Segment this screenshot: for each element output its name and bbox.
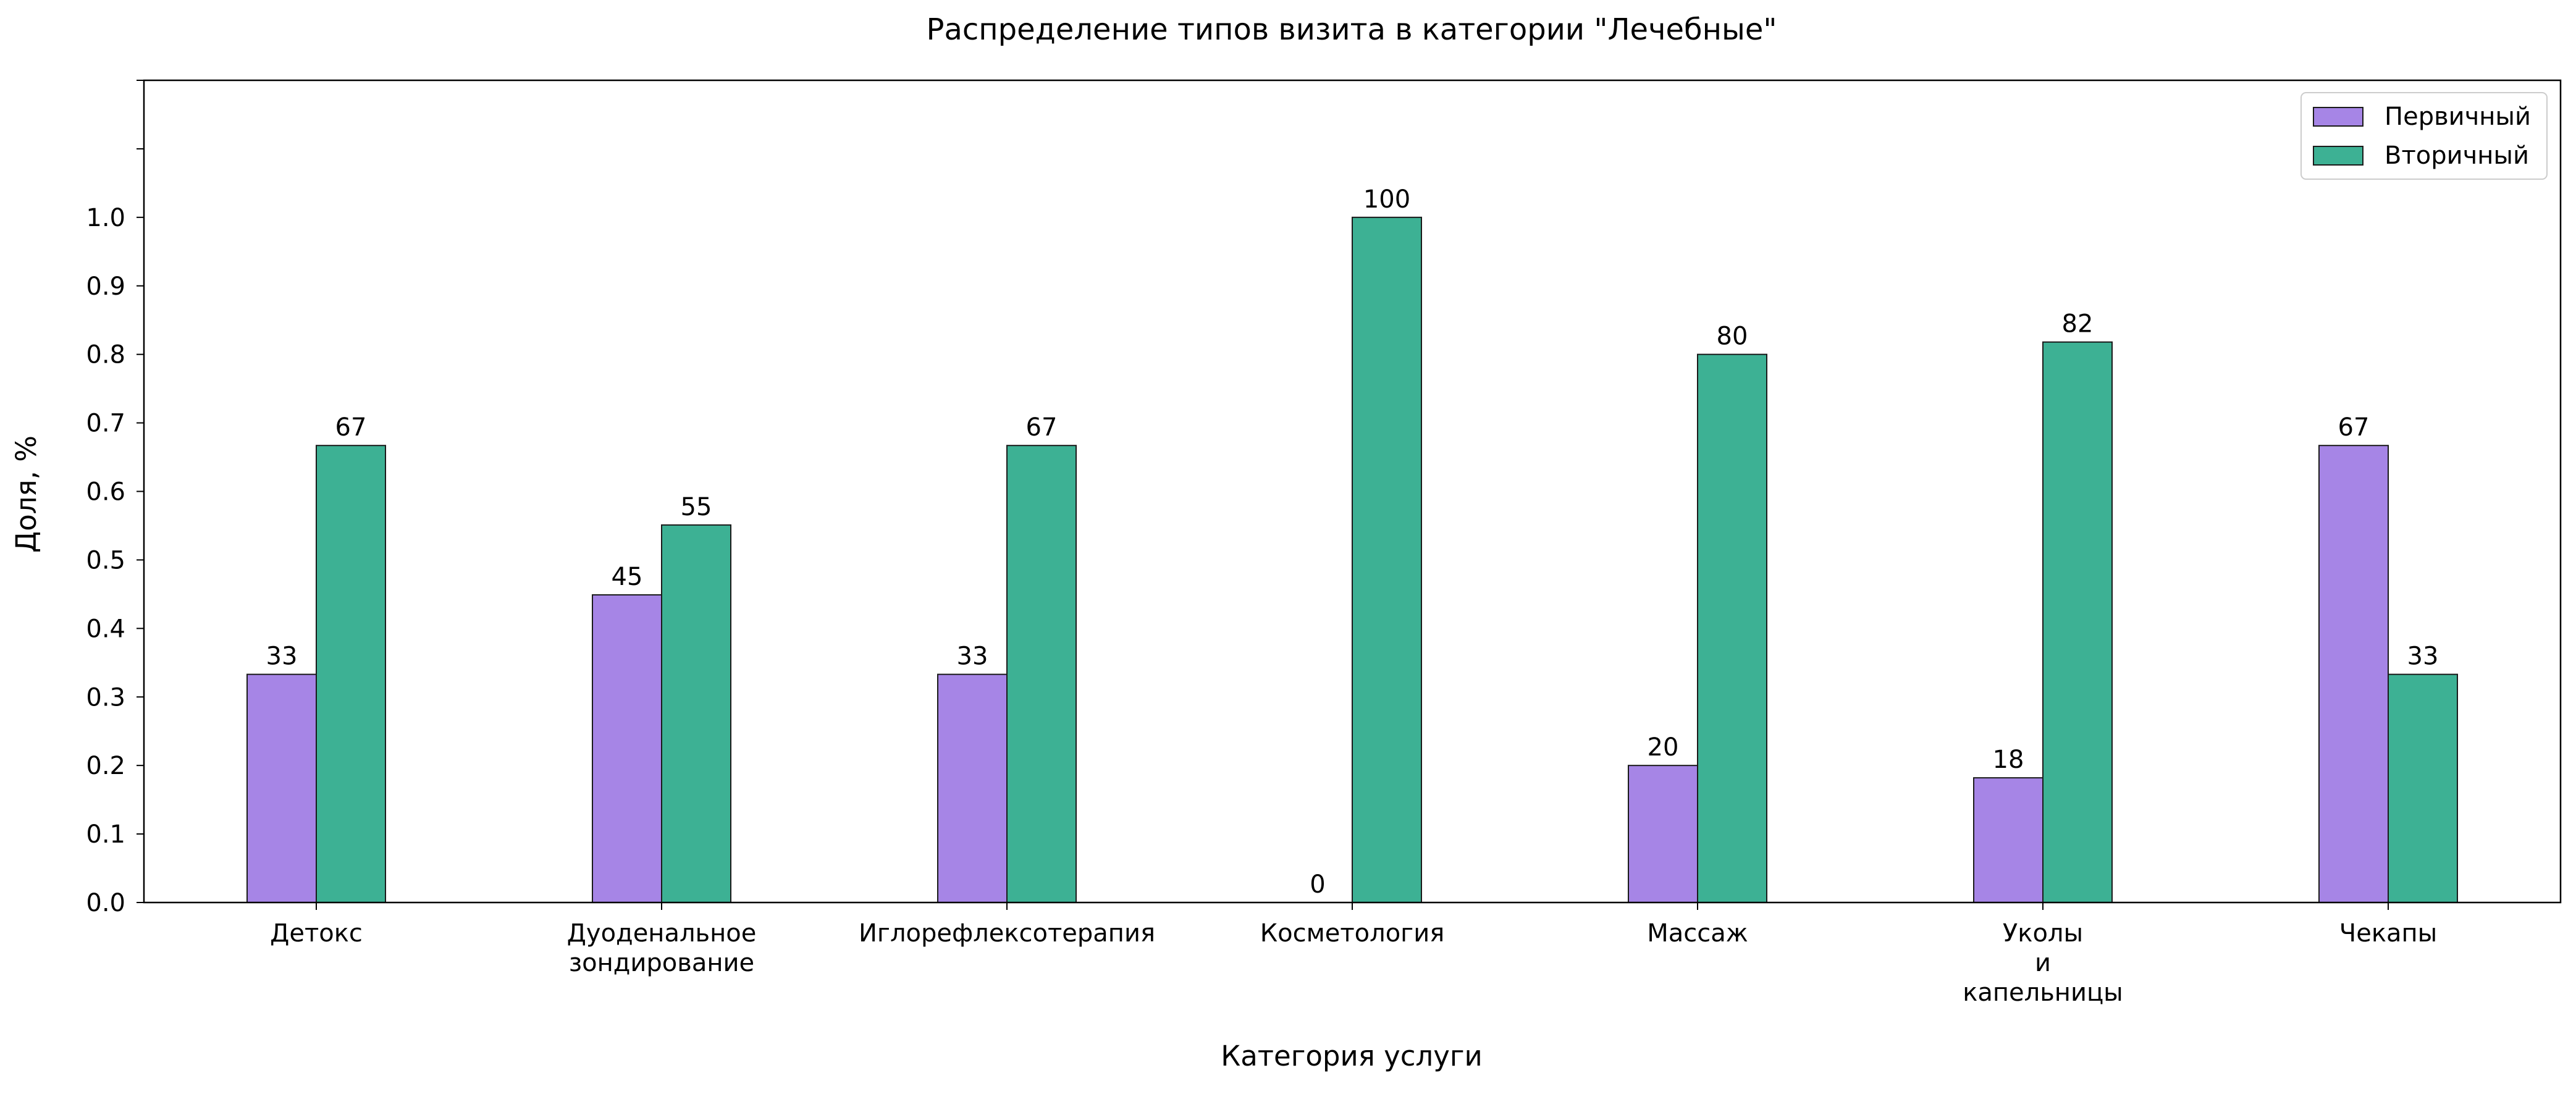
bar-value-label: 33 <box>2407 642 2439 671</box>
bar-value-labels: 33 67 45 55 33 67 0 100 20 80 18 82 67 33 <box>266 185 2439 899</box>
bar-value-label: 67 <box>335 413 367 442</box>
bar-value-label: 100 <box>1363 185 1410 214</box>
bar-value-label: 55 <box>681 493 712 521</box>
y-tick-label: 0.0 <box>86 889 125 917</box>
bars-layer <box>246 216 2458 904</box>
plot-frame <box>143 79 2562 904</box>
y-tick-label: 0.1 <box>86 820 125 849</box>
bar-secondary-3 <box>1352 216 1422 903</box>
bar-secondary-6 <box>2388 673 2458 903</box>
bar-value-label: 67 <box>1026 413 1058 442</box>
bar-secondary-5 <box>2042 341 2113 903</box>
y-tick-label: 0.7 <box>86 410 125 438</box>
legend: Первичный Вторичный <box>2300 92 2548 180</box>
bar-value-label: 33 <box>266 642 298 671</box>
bar-primary-2 <box>937 673 1008 903</box>
bar-value-label: 18 <box>1993 746 2024 774</box>
bar-primary-0 <box>246 673 317 903</box>
bar-secondary-1 <box>661 524 731 903</box>
bar-primary-6 <box>2318 445 2389 903</box>
legend-swatch <box>2313 146 2363 166</box>
legend-label: Первичный <box>2384 103 2531 131</box>
bar-secondary-0 <box>316 445 386 903</box>
x-tick-label: Чекапы <box>2339 919 2437 948</box>
bar-value-label: 82 <box>2062 310 2094 339</box>
y-tick-label: 0.5 <box>86 546 125 574</box>
y-tick-label: 0.2 <box>86 752 125 780</box>
bar-value-label: 80 <box>1717 322 1748 351</box>
x-tick-label: Уколы <box>2003 919 2083 948</box>
chart-title: Распределение типов визита в категории "… <box>927 12 1777 47</box>
x-tick-label: капельницы <box>1963 978 2123 1007</box>
bar-primary-1 <box>592 594 662 904</box>
x-tick-label: Детокс <box>270 919 363 948</box>
bar-secondary-2 <box>1006 445 1077 903</box>
bar-value-label: 33 <box>957 642 988 671</box>
y-axis-title: Доля, % <box>10 435 43 553</box>
x-tick-label: Дуоденальное <box>567 919 757 948</box>
legend-swatch <box>2313 107 2363 127</box>
bar-value-label: 45 <box>612 563 643 591</box>
bar-secondary-4 <box>1697 353 1767 903</box>
y-tick-label: 0.4 <box>86 615 125 643</box>
bar-primary-4 <box>1628 765 1698 903</box>
x-axis-title: Категория услуги <box>1221 1040 1482 1072</box>
y-tick-label: 1.0 <box>86 204 125 232</box>
y-tick-label: 0.9 <box>86 272 125 301</box>
y-tick-label: 0.8 <box>86 341 125 369</box>
bar-value-label: 67 <box>2338 413 2370 442</box>
x-tick-label: Иглорефлексотерапия <box>859 919 1155 948</box>
x-tick-label: Массаж <box>1647 919 1748 948</box>
bar-primary-5 <box>1973 777 2044 904</box>
legend-label: Вторичный <box>2384 141 2529 170</box>
x-tick-label: зондирование <box>569 949 754 977</box>
y-tick-label: 0.6 <box>86 478 125 507</box>
y-tick-label: 0.3 <box>86 683 125 712</box>
x-tick-label: и <box>2035 949 2051 977</box>
x-tick-label: Косметология <box>1260 919 1445 948</box>
bar-value-label: 20 <box>1648 733 1679 762</box>
bar-value-label: 0 <box>1310 870 1325 899</box>
